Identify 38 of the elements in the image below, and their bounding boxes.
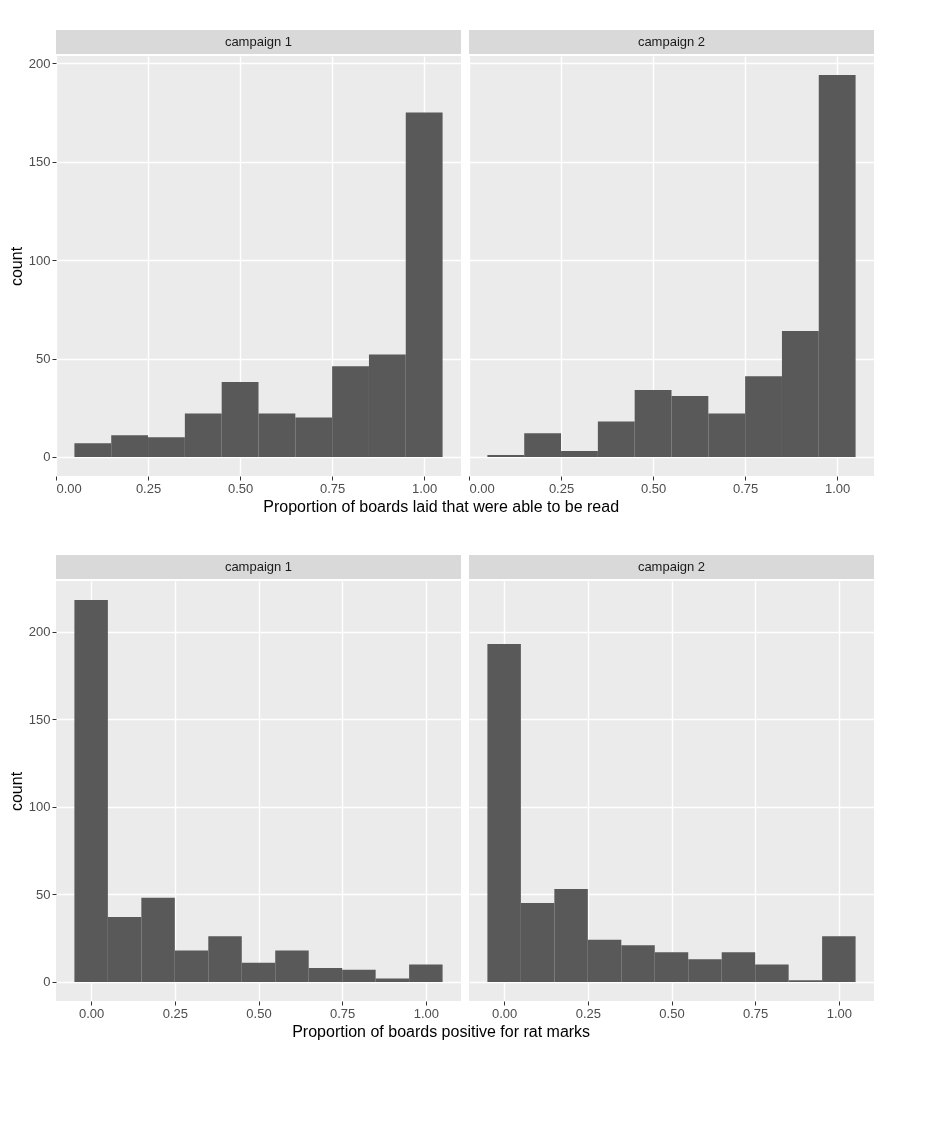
- x-tick-label: 0.00: [469, 480, 495, 496]
- x-tick-label: 1.00: [413, 1005, 440, 1021]
- x-tick-label: 0.50: [659, 1005, 685, 1021]
- x-tick-label: 0.25: [162, 1005, 188, 1021]
- chart-title: campaign 1: [224, 34, 293, 49]
- x-tick-label: 0.25: [548, 480, 575, 496]
- x-tick-label: 1.00: [412, 480, 438, 496]
- x-tick-label: 0.00: [56, 480, 82, 496]
- y-tick-label: 150: [28, 154, 51, 170]
- y-axis-title: count: [7, 246, 25, 287]
- x-tick-label: 0.75: [330, 1005, 356, 1021]
- y-tick-label: 200: [28, 55, 51, 71]
- x-tick-label: 0.75: [732, 480, 759, 496]
- chart-title: campaign 2: [637, 559, 706, 574]
- y-axis-title: count: [7, 771, 25, 812]
- x-tick-label: 0.00: [78, 1005, 105, 1021]
- x-tick-label: 1.00: [826, 1005, 853, 1021]
- x-tick-label: 0.50: [640, 480, 667, 496]
- y-tick-label: 50: [36, 886, 51, 902]
- y-tick-label: 50: [36, 351, 51, 366]
- x-axis-title: Proportion of boards laid that were able to be read: [263, 498, 620, 515]
- x-tick-label: 0.75: [743, 1005, 769, 1021]
- x-tick-label: 0.00: [491, 1005, 518, 1021]
- y-tick-label: 200: [28, 624, 51, 640]
- x-tick-label: 0.25: [575, 1005, 601, 1021]
- y-tick-label: 150: [28, 711, 51, 727]
- x-tick-label: 0.25: [135, 480, 162, 496]
- x-tick-label: 0.50: [246, 1005, 272, 1021]
- y-tick-label: 0: [43, 449, 51, 465]
- x-tick-label: 0.75: [319, 480, 346, 496]
- y-tick-label: 100: [28, 799, 51, 815]
- chart-title: campaign 2: [637, 34, 706, 49]
- x-tick-label: 0.50: [227, 480, 254, 496]
- y-tick-label: 0: [43, 974, 51, 990]
- x-tick-label: 1.00: [825, 480, 851, 496]
- y-tick-label: 100: [28, 252, 51, 268]
- chart-title: campaign 1: [224, 559, 293, 574]
- x-axis-title: Proportion of boards positive for rat marks: [292, 1023, 591, 1040]
